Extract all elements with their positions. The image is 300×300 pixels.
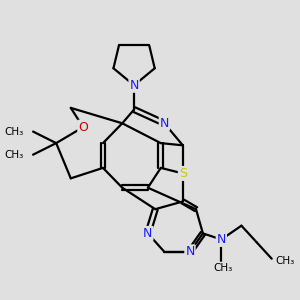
Text: CH₃: CH₃ (276, 256, 295, 266)
Text: N: N (185, 245, 195, 258)
Text: S: S (179, 167, 187, 180)
Text: CH₃: CH₃ (4, 150, 23, 160)
Text: O: O (78, 121, 88, 134)
Text: N: N (143, 227, 152, 240)
Text: CH₃: CH₃ (213, 262, 232, 272)
Text: CH₃: CH₃ (4, 127, 23, 136)
Text: N: N (160, 117, 169, 130)
Text: N: N (217, 233, 226, 246)
Text: N: N (129, 79, 139, 92)
